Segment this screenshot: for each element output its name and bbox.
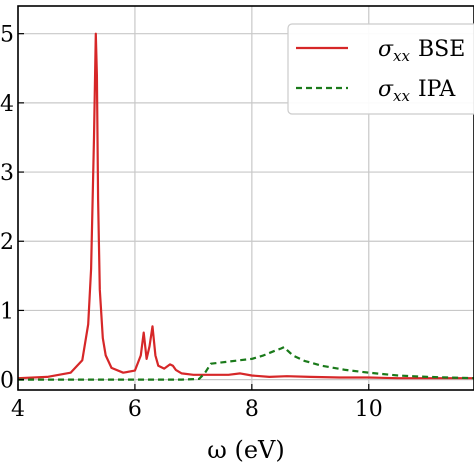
x-tick-label: 6 bbox=[128, 397, 142, 422]
y-tick-label: 1 bbox=[0, 299, 14, 324]
axis-ticks: 4 6 8 10 0 1 2 3 4 5 bbox=[0, 23, 383, 422]
legend-box bbox=[287, 23, 474, 115]
y-tick-label: 3 bbox=[0, 161, 14, 186]
y-tick-label: 4 bbox=[0, 92, 14, 117]
legend-label-1: σxx BSE bbox=[378, 37, 465, 65]
y-tick-label: 2 bbox=[0, 230, 14, 255]
series-line-2 bbox=[18, 346, 474, 381]
x-tick-label: 10 bbox=[355, 397, 383, 422]
y-tick-label: 0 bbox=[0, 369, 14, 394]
legend: σxx BSE σxx IPA bbox=[287, 23, 474, 115]
legend-label-2: σxx IPA bbox=[378, 77, 456, 105]
plot-frame bbox=[17, 5, 474, 391]
x-tick-label: 4 bbox=[11, 397, 25, 422]
y-tick-label: 5 bbox=[0, 23, 14, 48]
series-line-1 bbox=[17, 32, 474, 380]
series-lines bbox=[17, 32, 474, 381]
x-tick-label: 8 bbox=[245, 397, 259, 422]
x-axis-label: ω (eV) bbox=[207, 436, 284, 464]
